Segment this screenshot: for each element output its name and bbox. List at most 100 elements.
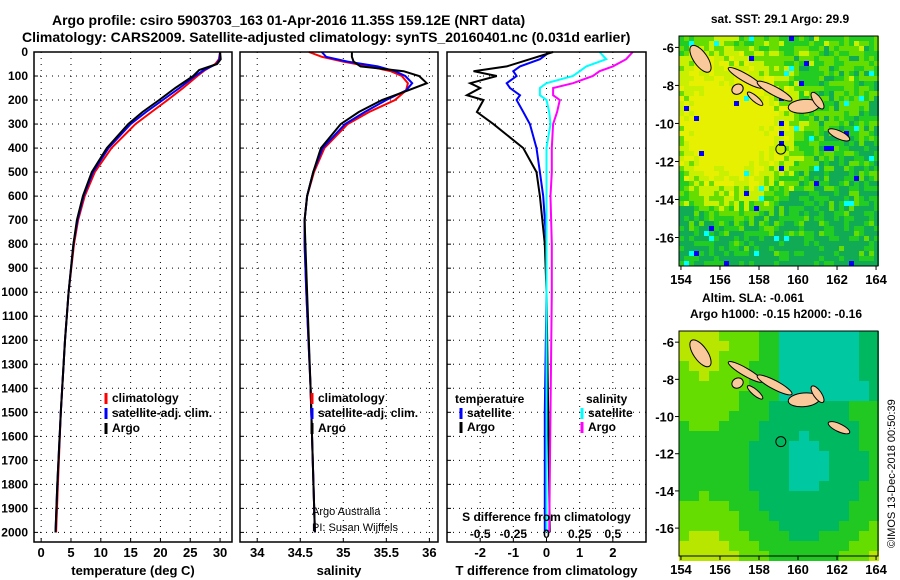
- field-cell: [809, 126, 814, 131]
- field-cell: [829, 101, 834, 106]
- field-cell: [834, 41, 839, 46]
- island: [756, 374, 793, 396]
- field-cell: [679, 441, 689, 451]
- field-cell: [689, 401, 699, 411]
- field-cell: [819, 256, 824, 261]
- island: [746, 385, 764, 400]
- field-cell: [724, 171, 729, 176]
- field-cell: [799, 91, 804, 96]
- field-cell: [814, 146, 819, 151]
- field-cell: [714, 116, 719, 121]
- field-cell: [829, 81, 834, 86]
- field-cell: [864, 186, 869, 191]
- field-cell: [759, 411, 769, 421]
- field-cell: [849, 531, 859, 541]
- field-cell: [749, 256, 754, 261]
- field-cell: [759, 341, 769, 351]
- field-cell: [749, 236, 754, 241]
- field-cell: [839, 361, 849, 371]
- field-cell: [809, 71, 814, 76]
- field-cell: [719, 161, 724, 166]
- field-cell: [714, 251, 719, 256]
- field-cell: [759, 156, 764, 161]
- field-cell: [834, 221, 839, 226]
- field-cell: [704, 86, 709, 91]
- field-cell: [814, 66, 819, 71]
- field-cell: [749, 196, 754, 201]
- field-cell: [709, 96, 714, 101]
- field-cell: [709, 491, 719, 501]
- x2-tick-label: -0.5: [470, 527, 491, 541]
- field-cell: [744, 201, 749, 206]
- field-cell: [789, 256, 794, 261]
- field-cell: [844, 111, 849, 116]
- field-cell: [774, 186, 779, 191]
- field-cell: [794, 236, 799, 241]
- field-cell: [819, 86, 824, 91]
- field-cell: [789, 111, 794, 116]
- field-cell: [864, 96, 869, 101]
- depth-tick-label: 1200: [1, 333, 28, 347]
- field-cell: [714, 261, 719, 266]
- field-cell: [689, 236, 694, 241]
- field-cell: [869, 391, 879, 401]
- field-cell: [814, 216, 819, 221]
- field-cell: [824, 206, 829, 211]
- field-cell: [854, 146, 859, 151]
- field-cell: [779, 61, 784, 66]
- field-cell: [849, 411, 859, 421]
- field-cell: [859, 411, 869, 421]
- field-cell: [749, 511, 759, 521]
- field-cell: [704, 171, 709, 176]
- field-cell: [839, 176, 844, 181]
- field-cell: [769, 501, 779, 511]
- field-cell: [724, 101, 729, 106]
- field-cell: [724, 251, 729, 256]
- field-cell: [799, 411, 809, 421]
- field-cell: [754, 226, 759, 231]
- field-cell: [774, 251, 779, 256]
- field-cell: [689, 331, 699, 341]
- field-cell: [719, 471, 729, 481]
- field-cell: [854, 81, 859, 86]
- field-cell: [859, 101, 864, 106]
- field-cell: [799, 181, 804, 186]
- field-cell: [874, 196, 879, 201]
- field-cell: [849, 186, 854, 191]
- field-cell: [744, 36, 749, 41]
- field-cell: [739, 331, 749, 341]
- field-cell: [799, 256, 804, 261]
- field-cell: [719, 181, 724, 186]
- field-cell: [849, 91, 854, 96]
- field-cell: [854, 246, 859, 251]
- field-cell: [834, 201, 839, 206]
- field-cell: [869, 481, 879, 491]
- field-cell: [794, 46, 799, 51]
- field-cell: [799, 501, 809, 511]
- field-cell: [709, 151, 714, 156]
- field-cell: [729, 166, 734, 171]
- field-cell: [859, 156, 864, 161]
- field-cell: [869, 246, 874, 251]
- field-cell: [834, 171, 839, 176]
- field-cell: [814, 246, 819, 251]
- field-cell: [809, 136, 814, 141]
- map-subtitle: Argo h1000: -0.15 h2000: -0.16: [690, 307, 862, 321]
- field-cell: [689, 66, 694, 71]
- x-tick-label: 10: [94, 545, 108, 560]
- field-cell: [689, 176, 694, 181]
- field-cell: [864, 141, 869, 146]
- field-cell: [719, 211, 724, 216]
- x2-axis-label: S difference from climatology: [462, 510, 631, 524]
- field-cell: [809, 216, 814, 221]
- x-tick-label: 1: [576, 545, 583, 560]
- field-cell: [864, 36, 869, 41]
- field-cell: [814, 71, 819, 76]
- field-cell: [844, 226, 849, 231]
- field-cell: [864, 86, 869, 91]
- field-cell: [744, 96, 749, 101]
- field-cell: [749, 431, 759, 441]
- field-cell: [759, 76, 764, 81]
- field-cell: [709, 91, 714, 96]
- field-cell: [739, 106, 744, 111]
